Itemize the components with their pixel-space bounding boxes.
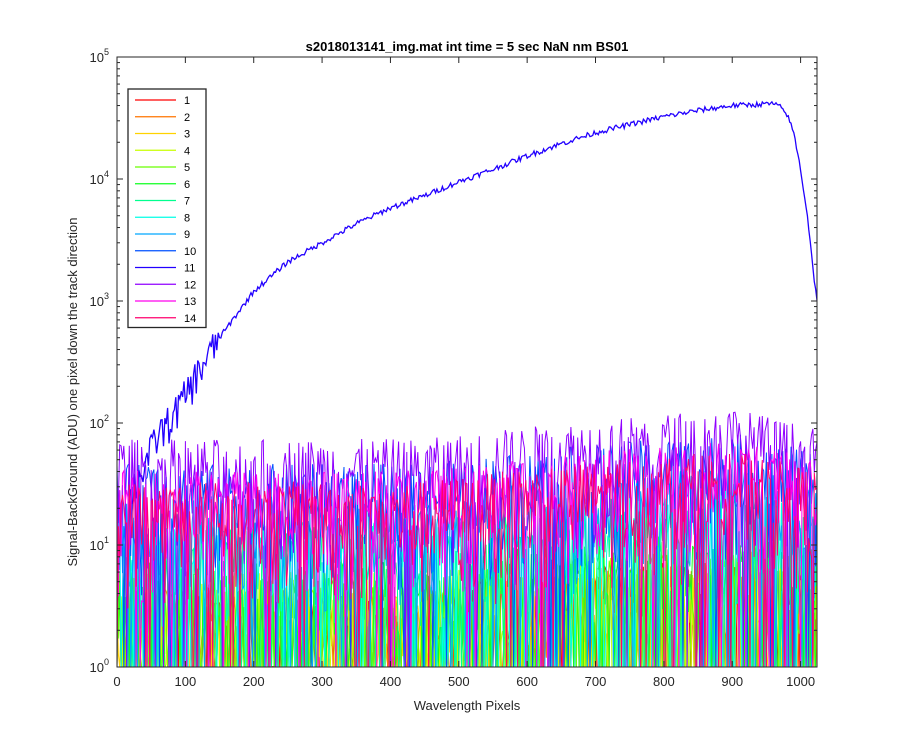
legend-label: 9 bbox=[184, 229, 190, 241]
series-line-12 bbox=[117, 411, 817, 667]
legend-label: 8 bbox=[184, 212, 190, 224]
y-axis-label: Signal-BackGround (ADU) one pixel down t… bbox=[65, 217, 80, 566]
x-tick-label: 600 bbox=[516, 674, 538, 689]
y-tick-label: 102 bbox=[90, 413, 109, 431]
x-tick-label: 400 bbox=[380, 674, 402, 689]
legend-box bbox=[127, 88, 207, 329]
x-tick-label: 500 bbox=[448, 674, 470, 689]
legend-label: 2 bbox=[184, 112, 190, 124]
legend-label: 12 bbox=[184, 279, 196, 291]
legend-label: 6 bbox=[184, 179, 190, 191]
y-tick-label: 105 bbox=[90, 47, 109, 65]
legend-label: 5 bbox=[184, 162, 190, 174]
axes-box bbox=[116, 56, 818, 668]
legend-label: 13 bbox=[184, 296, 196, 308]
x-tick-label: 700 bbox=[585, 674, 607, 689]
series-line-11 bbox=[128, 100, 817, 505]
legend-label: 7 bbox=[184, 196, 190, 208]
y-tick-label: 103 bbox=[90, 291, 109, 309]
series-line-13 bbox=[117, 443, 817, 667]
y-tick-label: 104 bbox=[90, 169, 109, 187]
series-lines bbox=[117, 100, 817, 667]
chart-title: s2018013141_img.mat int time = 5 sec NaN… bbox=[306, 39, 629, 54]
legend-label: 4 bbox=[184, 145, 190, 157]
x-tick-label: 800 bbox=[653, 674, 675, 689]
x-tick-label: 300 bbox=[311, 674, 333, 689]
legend-label: 11 bbox=[184, 263, 195, 275]
legend-label: 1 bbox=[184, 95, 190, 107]
legend-label: 14 bbox=[184, 313, 196, 325]
x-tick-label: 200 bbox=[243, 674, 265, 689]
plot-area: 0 100 200 300 400 500 600 700 800 900 100010010110… bbox=[65, 39, 818, 713]
y-tick-label: 101 bbox=[90, 535, 109, 553]
series-line-14 bbox=[117, 453, 817, 667]
x-tick-label: 0 bbox=[113, 674, 120, 689]
x-tick-label: 900 bbox=[721, 674, 743, 689]
legend-label: 3 bbox=[184, 129, 190, 141]
x-tick-label: 1000 bbox=[786, 674, 815, 689]
y-tick-label: 100 bbox=[90, 657, 109, 675]
legend-label: 10 bbox=[184, 246, 196, 258]
x-tick-label: 100 bbox=[175, 674, 197, 689]
x-axis-label: Wavelength Pixels bbox=[414, 698, 521, 713]
